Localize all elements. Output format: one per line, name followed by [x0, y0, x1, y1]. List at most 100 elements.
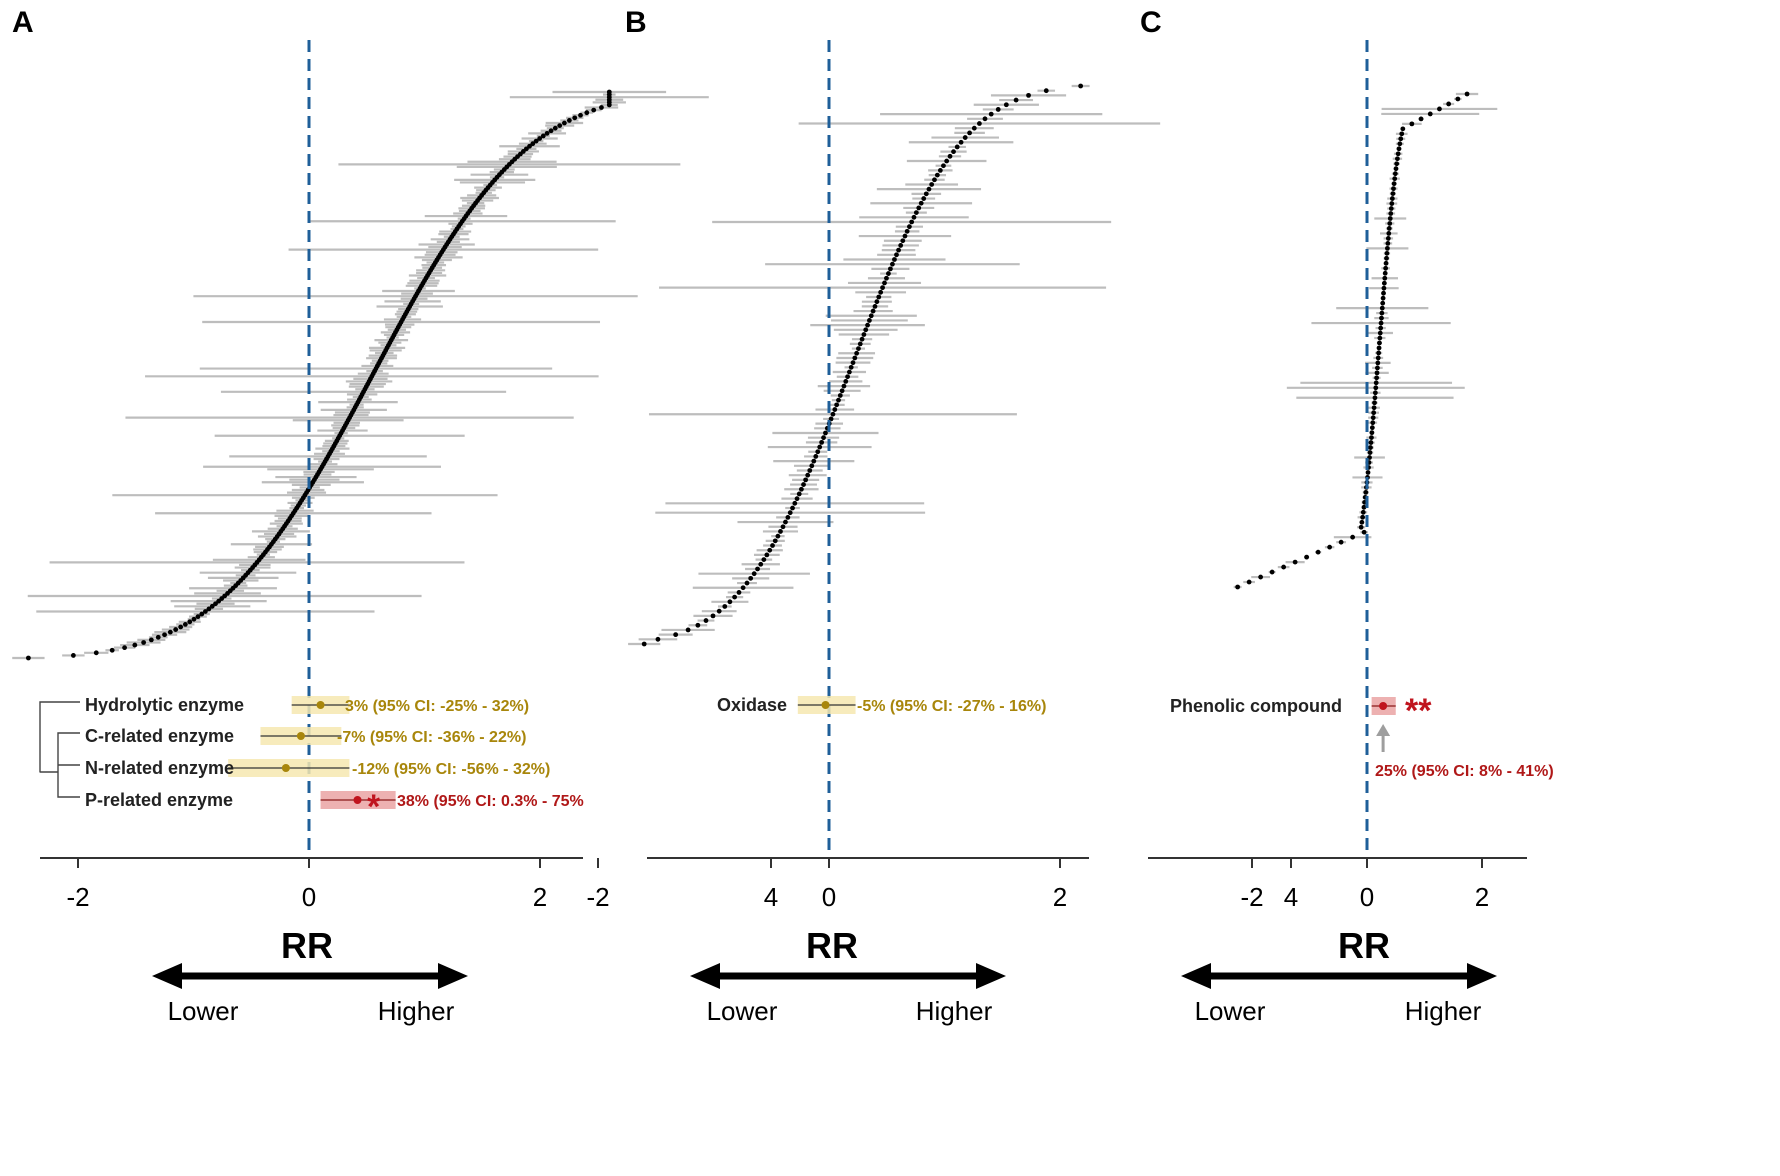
study-point — [93, 650, 99, 656]
study-point — [1396, 146, 1402, 152]
arrow-left-head — [152, 963, 182, 989]
study-point — [958, 139, 964, 145]
study-point — [1359, 519, 1365, 525]
study-point — [951, 149, 956, 155]
study-point — [1379, 305, 1385, 311]
summary-label: Hydrolytic enzyme — [85, 695, 244, 715]
study-point — [906, 224, 912, 230]
x-tick-label: 4 — [1284, 882, 1298, 912]
study-point — [1026, 92, 1031, 98]
arrow-lower-label: Lower — [168, 996, 239, 1026]
study-point — [967, 130, 972, 136]
study-point — [1389, 196, 1395, 201]
arrow-lower-label: Lower — [1195, 996, 1266, 1026]
study-point — [852, 355, 858, 361]
study-point — [845, 374, 850, 380]
summary-ci-text: -7% (95% CI: -36% - 22%) — [337, 729, 526, 746]
study-point — [809, 463, 815, 469]
study-point — [1371, 405, 1377, 411]
study-point — [1369, 430, 1375, 436]
study-point — [1375, 365, 1380, 371]
study-point — [848, 364, 854, 370]
study-point — [1380, 300, 1386, 306]
study-point — [1385, 240, 1391, 246]
study-point — [934, 172, 940, 178]
study-point — [1376, 345, 1382, 351]
study-point — [892, 257, 897, 262]
study-point — [1363, 489, 1369, 495]
study-point — [199, 611, 205, 617]
study-point — [929, 182, 935, 187]
study-point — [767, 547, 773, 553]
study-point — [778, 529, 783, 534]
study-point — [787, 510, 793, 516]
study-point — [947, 153, 953, 159]
study-point — [1315, 549, 1321, 555]
study-point — [70, 653, 76, 658]
study-point — [572, 115, 578, 121]
study-point — [971, 125, 977, 131]
study-point — [533, 138, 539, 144]
study-point — [872, 303, 878, 309]
study-point — [1392, 171, 1398, 177]
panel-letter-b: B — [625, 6, 647, 39]
study-point — [1386, 231, 1392, 236]
study-point — [923, 191, 929, 197]
study-point — [641, 641, 647, 647]
study-point — [740, 585, 746, 591]
study-point — [846, 369, 852, 375]
study-point — [850, 360, 856, 366]
study-point — [182, 622, 188, 627]
study-point — [561, 120, 567, 126]
summary-estimate: P-related enzyme * 38% (95% CI: 0.3% - 75% — [85, 788, 584, 826]
study-point — [1395, 156, 1400, 162]
study-point — [882, 280, 887, 286]
study-point — [865, 322, 870, 328]
study-point — [890, 261, 895, 267]
study-point — [830, 411, 836, 417]
study-point — [839, 388, 845, 394]
study-point — [1387, 221, 1393, 226]
dendrogram-bracket — [39, 701, 80, 798]
arrow-right-head — [976, 963, 1006, 989]
note-arrow-head — [1376, 724, 1391, 736]
study-point — [937, 168, 943, 173]
study-point — [859, 336, 865, 342]
arrow-right-head — [438, 963, 468, 989]
study-point — [557, 123, 563, 128]
study-point — [748, 575, 754, 581]
study-point — [764, 552, 770, 558]
study-point — [870, 308, 876, 314]
study-point — [874, 299, 880, 305]
study-point — [1397, 141, 1403, 147]
study-point — [1385, 245, 1390, 251]
summary-point — [316, 701, 325, 709]
study-point — [1383, 265, 1389, 271]
study-point — [794, 496, 800, 502]
study-point — [1361, 529, 1367, 535]
study-point — [584, 110, 590, 116]
x-tick-label: -2 — [1240, 882, 1263, 912]
study-point — [977, 121, 982, 126]
study-point — [548, 128, 554, 134]
study-point — [1378, 325, 1384, 331]
study-point — [813, 454, 819, 459]
panel-letter-c: C — [1140, 6, 1162, 39]
study-point — [761, 557, 767, 562]
study-point — [1409, 121, 1415, 127]
study-point — [1377, 335, 1383, 341]
study-point — [122, 645, 127, 651]
study-point — [209, 603, 215, 609]
summary-label: C-related enzyme — [85, 726, 234, 746]
study-point — [880, 285, 885, 291]
study-point — [544, 130, 550, 136]
study-point — [566, 118, 572, 123]
study-point — [758, 561, 764, 567]
study-point — [109, 647, 115, 653]
study-point — [1369, 425, 1375, 431]
study-point — [1374, 370, 1380, 376]
study-point — [213, 601, 218, 607]
study-point — [1373, 385, 1379, 391]
summary-estimate: Oxidase -5% (95% CI: -27% - 16%) — [717, 695, 1046, 715]
